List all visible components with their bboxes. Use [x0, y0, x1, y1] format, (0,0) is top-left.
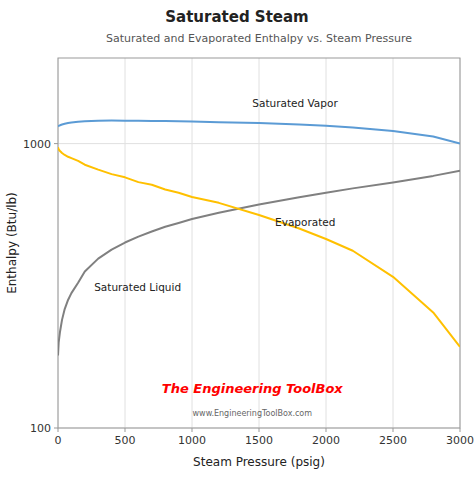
- watermark: www.EngineeringToolBox.com: [193, 409, 313, 418]
- tick-x: [326, 428, 327, 432]
- curve-label: Saturated Liquid: [94, 281, 181, 293]
- watermark: The Engineering ToolBox: [162, 381, 344, 396]
- tick-x: [192, 428, 193, 432]
- grid-line-x: [393, 58, 394, 428]
- tick-x: [393, 428, 394, 432]
- curve-label: Evaporated: [275, 216, 335, 228]
- tick-x: [58, 428, 59, 432]
- tick-y: [54, 143, 58, 144]
- series-line: [58, 171, 460, 356]
- tick-label-x: 1000: [178, 434, 206, 447]
- grid-line-x: [326, 58, 327, 428]
- tick-y: [54, 428, 58, 429]
- series-line: [58, 147, 460, 346]
- chart: Saturated Steam Saturated and Evaporated …: [0, 0, 474, 484]
- lines: [58, 121, 460, 356]
- x-axis-label: Steam Pressure (psig): [193, 455, 325, 469]
- tick-label-x: 3000: [446, 434, 474, 447]
- series-line: [58, 121, 460, 144]
- grid-line-x: [259, 58, 260, 428]
- curve-label: Saturated Vapor: [252, 97, 338, 109]
- tick-x: [460, 428, 461, 432]
- tick-x: [259, 428, 260, 432]
- title: Saturated Steam: [165, 8, 309, 26]
- tick-label-y: 100: [30, 422, 51, 435]
- axes: 0 500 1000 1500 2000 2500 3000 100 1000: [23, 138, 474, 447]
- tick-label-x: 2500: [379, 434, 407, 447]
- grid-line-x: [192, 58, 193, 428]
- tick-label-x: 500: [115, 434, 136, 447]
- tick-label-x: 2000: [312, 434, 340, 447]
- grid: [58, 58, 460, 428]
- y-axis-label: Enthalpy (Btu/lb): [5, 192, 19, 294]
- plot-frame: [58, 58, 460, 428]
- tick-label-y: 1000: [23, 138, 51, 151]
- grid-line-y: [58, 143, 460, 144]
- subtitle: Saturated and Evaporated Enthalpy vs. St…: [106, 32, 412, 45]
- tick-x: [125, 428, 126, 432]
- tick-label-x: 0: [55, 434, 62, 447]
- tick-label-x: 1500: [245, 434, 273, 447]
